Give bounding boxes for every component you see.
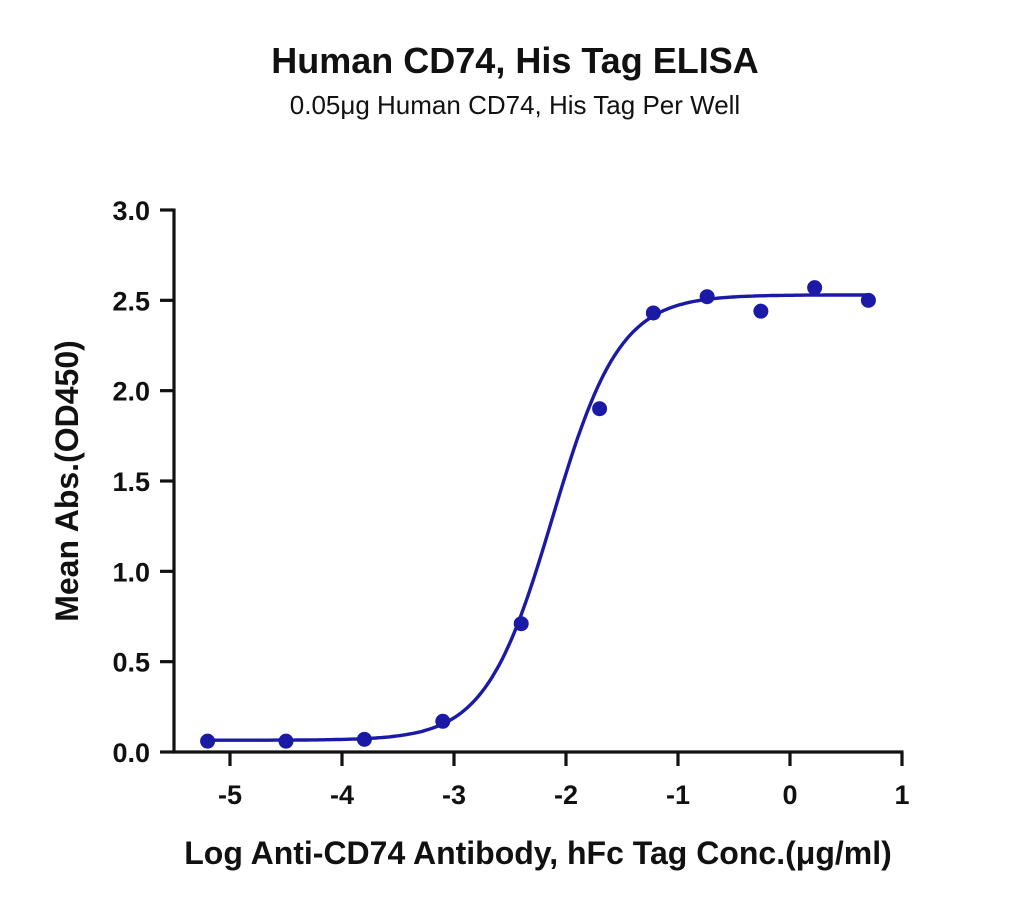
data-point: [278, 733, 294, 749]
x-tick-label: -2: [554, 780, 578, 810]
y-tick-label: 1.0: [112, 557, 150, 587]
data-point: [435, 713, 451, 729]
x-axis-title: Log Anti-CD74 Antibody, hFc Tag Conc.(μg…: [184, 835, 892, 871]
x-tick-label: -5: [218, 780, 242, 810]
data-point: [356, 731, 372, 747]
y-tick-label: 0.0: [112, 738, 150, 768]
fit-curve: [207, 293, 869, 742]
data-point: [513, 616, 529, 632]
y-tick-label: 0.5: [112, 648, 150, 678]
x-tick-label: -1: [666, 780, 690, 810]
x-tick-label: -4: [330, 780, 354, 810]
y-tick-label: 2.5: [112, 286, 150, 316]
data-points: [200, 280, 876, 749]
chart-title: Human CD74, His Tag ELISA: [271, 40, 759, 81]
chart-subtitle: 0.05μg Human CD74, His Tag Per Well: [289, 90, 741, 120]
data-point: [753, 303, 769, 319]
data-point: [645, 305, 661, 321]
y-tick-label: 1.5: [112, 467, 150, 497]
data-point: [699, 289, 715, 305]
data-point: [860, 292, 876, 308]
data-point: [200, 733, 216, 749]
data-point: [807, 280, 823, 296]
x-tick-label: -3: [442, 780, 466, 810]
x-axis-ticks: -5 -4 -3 -2 -1 0 1: [218, 752, 910, 810]
y-axis-title: Mean Abs.(OD450): [49, 340, 85, 622]
x-tick-label: 0: [782, 780, 797, 810]
x-tick-label: 1: [894, 780, 909, 810]
y-tick-label: 2.0: [112, 377, 150, 407]
data-point: [592, 401, 608, 417]
y-axis-ticks: 0.0 0.5 1.0 1.5 2.0 2.5 3.0: [112, 196, 174, 768]
y-tick-label: 3.0: [112, 196, 150, 226]
